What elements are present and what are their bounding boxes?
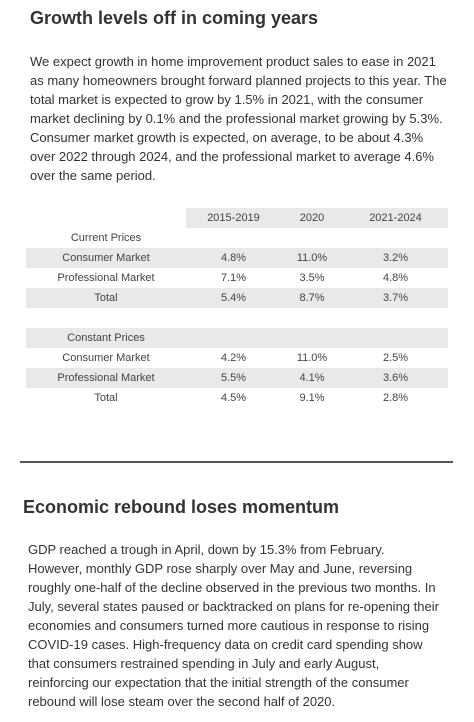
table-header-row: 2015-2019 2020 2021-2024	[26, 208, 448, 228]
cell-value: 3.5%	[299, 272, 325, 284]
growth-rates-table: 2015-2019 2020 2021-2024 Current Prices …	[26, 208, 448, 408]
table-row: Consumer Market 4.8% 11.0% 3.2%	[26, 248, 448, 268]
spacer-row	[26, 308, 448, 328]
table-row: Consumer Market 4.2% 11.0% 2.5%	[26, 348, 448, 368]
cell-value: 3.2%	[382, 252, 409, 264]
cell-value: 4.2%	[220, 352, 247, 364]
column-header: 2020	[281, 208, 343, 228]
column-header: 2015-2019	[186, 208, 281, 228]
group-label-row: Constant Prices	[26, 328, 448, 348]
table-row: Total 5.4% 8.7% 3.7%	[26, 288, 448, 308]
cell-value: 9.1%	[299, 392, 325, 404]
section-heading-rebound: Economic rebound loses momentum	[23, 497, 340, 517]
group-label-constant-prices: Constant Prices	[26, 328, 186, 348]
row-label: Total	[94, 292, 118, 304]
growth-paragraph: We expect growth in home improvement pro…	[30, 54, 447, 183]
cell-value: 4.5%	[220, 392, 247, 404]
cell-value: 7.1%	[220, 272, 247, 284]
cell-value: 11.0%	[296, 352, 328, 364]
group-label-row: Current Prices	[26, 228, 448, 248]
row-label: Consumer Market	[62, 252, 150, 264]
table-row: Professional Market 7.1% 3.5% 4.8%	[26, 268, 448, 288]
cell-value: 4.8%	[220, 252, 247, 264]
section-divider	[20, 461, 453, 463]
row-label: Consumer Market	[62, 352, 150, 364]
cell-value: 4.1%	[299, 372, 325, 384]
column-header: 2021-2024	[343, 208, 448, 228]
row-label: Professional Market	[57, 372, 155, 384]
cell-value: 8.7%	[299, 292, 325, 304]
header-empty-cell	[26, 208, 186, 228]
cell-value: 5.5%	[220, 372, 247, 384]
row-label: Professional Market	[57, 272, 155, 284]
section-heading-growth: Growth levels off in coming years	[30, 8, 319, 28]
cell-value: 11.0%	[296, 252, 328, 264]
cell-value: 2.5%	[382, 352, 409, 364]
cell-value: 3.7%	[382, 292, 409, 304]
group-label-current-prices: Current Prices	[70, 232, 142, 244]
table-row: Professional Market 5.5% 4.1% 3.6%	[26, 368, 448, 388]
cell-value: 2.8%	[382, 392, 409, 404]
cell-value: 5.4%	[220, 292, 247, 304]
cell-value: 4.8%	[382, 272, 409, 284]
table-row: Total 4.5% 9.1% 2.8%	[26, 388, 448, 408]
cell-value: 3.6%	[382, 372, 409, 384]
row-label: Total	[94, 392, 118, 404]
rebound-paragraph: GDP reached a trough in April, down by 1…	[28, 542, 439, 709]
